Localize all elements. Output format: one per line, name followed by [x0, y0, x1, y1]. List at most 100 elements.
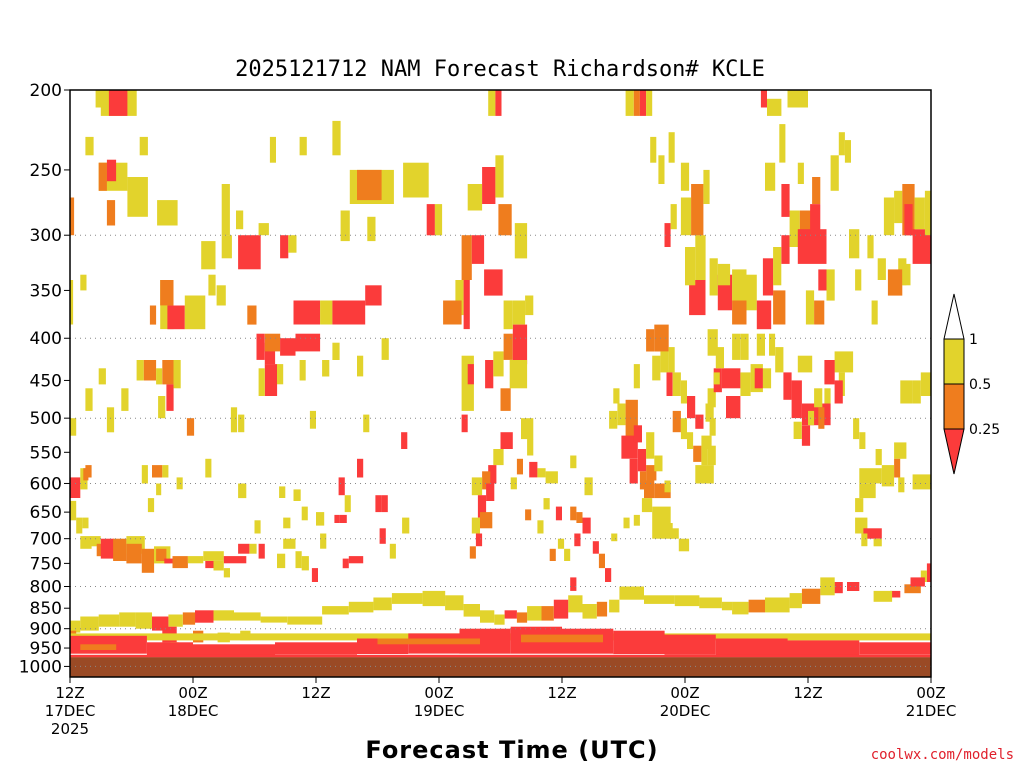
heatmap-cell: [664, 634, 716, 655]
heatmap-cell: [797, 162, 804, 184]
x-tick-label: 17DEC: [45, 702, 96, 720]
heatmap-cell: [106, 407, 115, 433]
x-tick-label: 2025: [51, 720, 89, 738]
heatmap-cell: [650, 136, 657, 163]
heatmap-cell: [637, 449, 647, 472]
heatmap-cell: [555, 506, 562, 521]
legend: 1 0.5 0.25: [943, 293, 1000, 475]
heatmap-cell: [477, 495, 487, 518]
heatmap-cell: [221, 235, 232, 259]
heatmap-cell: [139, 136, 148, 156]
heatmap-cell: [685, 247, 696, 286]
heatmap-cell: [691, 184, 704, 236]
heatmap-cell: [256, 333, 265, 360]
heatmap-cell: [818, 269, 827, 291]
heatmap-cell: [258, 368, 265, 396]
heatmap-cell: [609, 599, 620, 613]
heatmap-cell: [715, 638, 788, 656]
heatmap-cell: [348, 601, 374, 613]
heatmap-cell: [721, 368, 741, 389]
heatmap-cell: [646, 465, 657, 481]
heatmap-cell: [98, 368, 106, 385]
heatmap-cell: [830, 155, 839, 191]
heatmap-cell: [264, 333, 281, 352]
heatmap-cell: [924, 190, 931, 236]
heatmap-cell: [633, 425, 642, 443]
heatmap-cell: [576, 512, 583, 523]
heatmap-cell: [500, 388, 511, 411]
heatmap-cell: [381, 338, 389, 360]
heatmap-cell: [461, 235, 472, 280]
heatmap-cell: [621, 435, 638, 459]
heatmap-cell: [254, 520, 261, 534]
x-tick-label: 00Z: [670, 684, 699, 702]
heatmap-cell: [781, 184, 790, 217]
heatmap-cell: [480, 512, 493, 529]
heatmap-cell: [613, 630, 665, 655]
heatmap-cell: [646, 329, 655, 352]
heatmap-cell: [789, 593, 802, 609]
heatmap-cell: [912, 474, 931, 490]
heatmap-cell: [295, 551, 302, 569]
heatmap-cell: [709, 418, 716, 436]
heatmap-cell: [213, 610, 234, 621]
heatmap-cell: [357, 458, 364, 478]
heatmap-cell: [340, 210, 350, 242]
heatmap-cell: [709, 258, 718, 296]
y-tick-label: 700: [30, 530, 62, 550]
heatmap-cell: [914, 197, 925, 230]
x-tick-label: 12Z: [793, 684, 822, 702]
heatmap-cell: [570, 455, 577, 469]
heatmap-cell: [787, 90, 808, 108]
heatmap-cell: [726, 396, 741, 419]
heatmap-cell: [467, 184, 483, 211]
heatmap-cell: [504, 610, 517, 619]
heatmap-cell: [500, 432, 513, 449]
heatmap-cell: [699, 597, 722, 609]
heatmap-cell: [495, 90, 502, 116]
heatmap-cell: [715, 347, 724, 369]
heatmap-cell: [805, 290, 815, 325]
heatmap-cell: [732, 333, 741, 360]
heatmap-cell: [732, 300, 747, 325]
x-tick-label: 21DEC: [906, 702, 957, 720]
heatmap-cell: [82, 517, 89, 529]
plot-frame: [69, 89, 932, 678]
heatmap-cell: [182, 612, 196, 625]
heatmap-cell: [80, 274, 87, 291]
heatmap-cell: [100, 538, 115, 559]
heatmap-cell: [280, 235, 289, 259]
heatmap-cell: [861, 533, 868, 547]
heatmap-cell: [493, 351, 504, 377]
heatmap-cell: [537, 468, 546, 478]
heatmap-cell: [707, 388, 716, 408]
heatmap-cell: [900, 380, 913, 404]
heatmap-cell: [693, 445, 702, 462]
heatmap-cell: [166, 384, 174, 411]
heatmap-cell: [512, 324, 528, 365]
heatmap-cell: [70, 280, 74, 325]
heatmap-cell: [475, 533, 483, 547]
heatmap-cell: [238, 414, 245, 433]
heatmap-cell: [493, 449, 504, 466]
y-tick-label: 750: [30, 554, 62, 574]
heatmap-cell: [812, 177, 821, 204]
heatmap-cell: [80, 616, 99, 631]
y-tick-label: 500: [30, 409, 62, 429]
y-tick-label: 550: [30, 443, 62, 463]
heatmap-cell: [205, 458, 212, 478]
heatmap-cell: [401, 432, 408, 449]
heatmap-cell: [652, 355, 661, 381]
heatmap-cell: [791, 380, 802, 419]
y-tick-label: 1000: [19, 657, 62, 677]
heatmap-cell: [516, 458, 523, 475]
heatmap-cell: [471, 235, 485, 264]
heatmap-cell: [740, 372, 751, 396]
y-tick-label: 350: [30, 281, 62, 301]
x-tick-label: 20DEC: [660, 702, 711, 720]
y-tick-label: 600: [30, 474, 62, 494]
heatmap-cell: [775, 347, 784, 373]
heatmap-cell: [334, 514, 340, 523]
heatmap-cell: [373, 597, 392, 611]
credit-text: coolwx.com/models: [871, 747, 1014, 763]
